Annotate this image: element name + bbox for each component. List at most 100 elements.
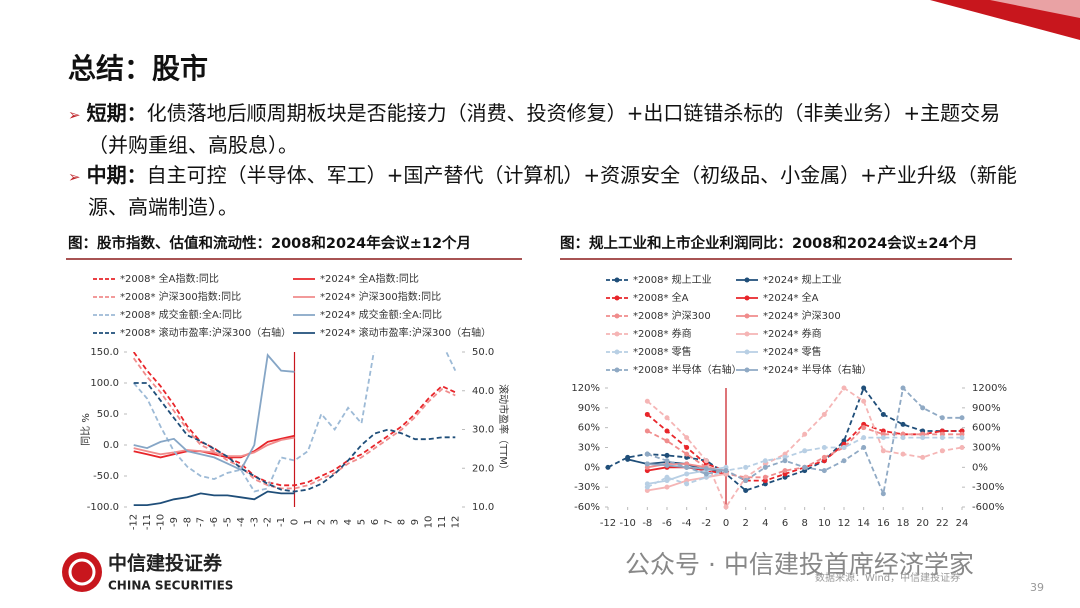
legend-marker [614, 313, 620, 319]
x-tick-label: -4 [682, 518, 692, 529]
x-tick-label: 6 [370, 519, 381, 525]
y2-tick-label: 300% [972, 443, 1001, 454]
x-tick-label: -6 [209, 517, 220, 527]
point [900, 435, 906, 441]
legend-label: *2008* 零售 [633, 345, 692, 358]
point [644, 451, 650, 457]
point [605, 464, 611, 470]
point [684, 481, 690, 487]
legend-label: *2024* 沪深300指数:同比 [320, 290, 441, 303]
x-tick-label: 6 [782, 518, 788, 529]
y2-tick-label: 10.0 [472, 502, 494, 513]
point [821, 468, 827, 474]
legend-label: *2024* 全A [763, 291, 819, 304]
series-line [133, 353, 295, 471]
point [939, 435, 945, 441]
x-tick-label: 11 [437, 516, 448, 529]
x-tick-label: 3 [330, 519, 341, 525]
point [703, 466, 709, 472]
point [664, 438, 670, 444]
legend-marker [744, 277, 750, 283]
series-line [647, 388, 962, 497]
point [959, 435, 965, 441]
chart-title: 图：股市指数、估值和流动性：2008和2024年会议±12个月 [68, 234, 471, 252]
y-tick-label: 50.0 [97, 409, 119, 420]
x-tick-label: 5 [357, 519, 368, 525]
x-tick-label: -2 [263, 517, 274, 527]
x-tick-label: 0 [723, 518, 729, 529]
x-tick-label: 8 [397, 519, 408, 525]
x-tick-label: -2 [701, 518, 711, 529]
x-tick-label: 10 [818, 518, 831, 529]
bullet-text: 化债落地后顺周期板块是否能接力（消费、投资修复）+出口链错杀标的（非美业务）+主… [88, 101, 1001, 157]
page-number: 39 [1030, 581, 1044, 594]
point [900, 421, 906, 427]
point [861, 385, 867, 391]
x-tick-label: -1 [276, 517, 287, 527]
legend-marker [744, 331, 750, 337]
legend-label: *2024* 券商 [763, 327, 822, 340]
point [762, 458, 768, 464]
x-tick-label: 1 [303, 519, 314, 525]
legend-label: *2008* 半导体（右轴） [633, 363, 742, 376]
logo-mark [68, 558, 96, 586]
x-tick-label: 22 [936, 518, 949, 529]
point [644, 428, 650, 434]
point [723, 504, 729, 510]
point [743, 464, 749, 470]
bullet: ➢ 中期：自主可控（半导体、军工）+国产替代（计算机）+资源安全（初级品、小金属）… [68, 163, 1017, 219]
point [821, 454, 827, 460]
x-tick-label: 18 [897, 518, 910, 529]
logo-cn: 中信建投证券 [108, 552, 223, 575]
x-tick-label: 2 [742, 518, 748, 529]
legend-marker [744, 313, 750, 319]
source: 数据来源：Wind，中信建投证券 [815, 571, 960, 584]
point [743, 478, 749, 484]
point [841, 385, 847, 391]
series-line [133, 382, 456, 493]
y-tick-label: -100.0 [87, 502, 119, 513]
point [821, 445, 827, 450]
y2-tick-label: -300% [972, 482, 1004, 493]
watermark: 公众号 · 中信建投首席经济学家 [625, 550, 974, 579]
y2-axis-label: 滚动市盈率（TTM） [497, 384, 510, 475]
x-tick-label: -10 [156, 514, 167, 530]
point [959, 415, 965, 421]
point [684, 445, 690, 450]
bullet-label: 短期： [86, 101, 147, 125]
x-tick-label: -7 [196, 517, 207, 527]
y2-tick-label: -600% [972, 502, 1004, 513]
point [664, 484, 670, 490]
point [684, 471, 690, 477]
x-tick-label: 24 [956, 518, 969, 529]
x-tick-label: -11 [142, 514, 153, 530]
point [743, 487, 749, 493]
x-tick-label: 0 [290, 519, 301, 525]
x-tick-label: -6 [662, 518, 672, 529]
point [900, 451, 906, 457]
y-tick-label: -30% [574, 482, 600, 493]
y2-tick-label: 50.0 [472, 347, 494, 358]
point [703, 471, 709, 477]
bullets: ➢ 短期：化债落地后顺周期板块是否能接力（消费、投资修复）+出口链错杀标的（非美业… [68, 98, 1018, 222]
point [664, 478, 670, 484]
chart-title: 图：规上工业和上市企业利润同比：2008和2024会议±24个月 [560, 234, 978, 252]
x-tick-label: -10 [619, 518, 635, 529]
point [939, 415, 945, 421]
y2-tick-label: 40.0 [472, 386, 494, 397]
y-tick-label: 30% [578, 443, 600, 454]
x-tick-label: 16 [877, 518, 890, 529]
legend-marker [744, 295, 750, 301]
slide-title: 总结：股市 [68, 52, 208, 85]
point [880, 448, 886, 454]
point [821, 411, 827, 417]
bullet-label: 中期： [86, 163, 147, 187]
x-tick-label: -3 [249, 517, 260, 527]
point [723, 468, 729, 474]
legend-marker [744, 349, 750, 355]
y2-tick-label: 900% [972, 403, 1001, 414]
legend-label: *2024* 半导体（右轴） [763, 363, 872, 376]
legend-marker [614, 349, 620, 355]
legend-marker [614, 331, 620, 337]
